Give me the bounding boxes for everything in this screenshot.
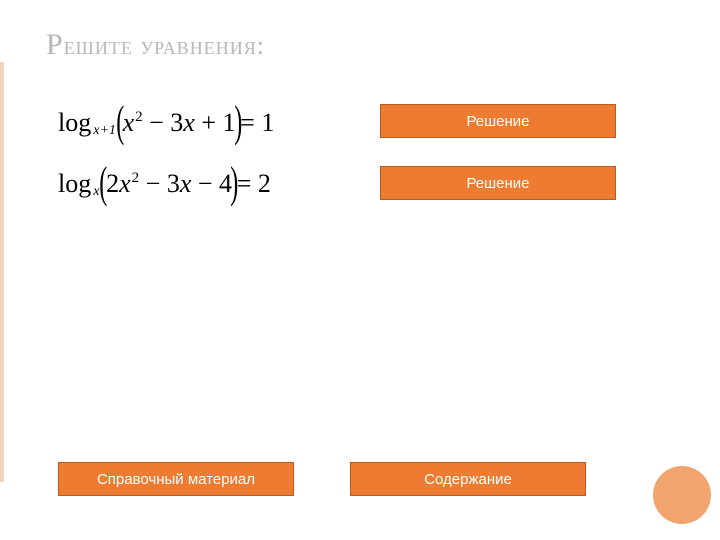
solution-1-button[interactable]: Решение — [380, 104, 616, 138]
title-rest: ешите уравнения: — [64, 31, 265, 60]
slide: Решите уравнения: logx+1(x2 − 3x + 1)= 1… — [0, 0, 720, 540]
eq1-inner: x2 − 3x + 1 — [123, 109, 236, 138]
right-paren-icon: ) — [234, 104, 242, 139]
equation-2: logx(2x2 − 3x − 4)= 2 — [58, 167, 338, 202]
right-paren-icon: ) — [230, 165, 238, 200]
solution-2-label: Решение — [466, 175, 529, 192]
reference-button[interactable]: Справочный материал — [58, 462, 294, 496]
slide-title: Решите уравнения: — [46, 28, 265, 62]
left-paren-icon: ( — [116, 104, 124, 139]
eq1-rhs: = 1 — [240, 109, 274, 138]
left-paren-icon: ( — [100, 165, 108, 200]
eq2-rhs: = 2 — [237, 170, 271, 199]
solution-2-button[interactable]: Решение — [380, 166, 616, 200]
equation-1: logx+1(x2 − 3x + 1)= 1 — [58, 106, 338, 141]
eq1-log: log — [58, 109, 91, 138]
solution-1-label: Решение — [466, 113, 529, 130]
equations-area: logx+1(x2 − 3x + 1)= 1 logx(2x2 − 3x − 4… — [58, 100, 338, 202]
reference-label: Справочный материал — [97, 471, 255, 488]
contents-label: Содержание — [424, 471, 512, 488]
eq2-log: log — [58, 170, 91, 199]
eq2-inner: 2x2 − 3x − 4 — [106, 170, 232, 199]
contents-button[interactable]: Содержание — [350, 462, 586, 496]
accent-bar — [0, 62, 4, 482]
eq1-subscript: x+1 — [93, 123, 116, 138]
title-first-char: Р — [46, 28, 64, 61]
decorative-circle-icon — [653, 466, 711, 524]
